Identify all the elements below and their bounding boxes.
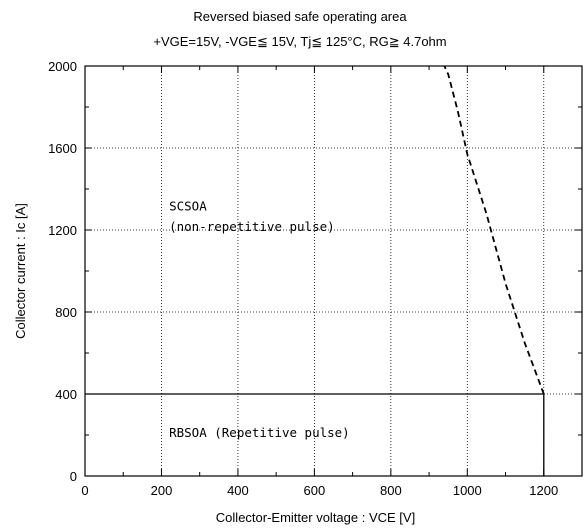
y-axis-label: Collector current : Ic [A]: [13, 203, 28, 339]
axis-ticks: 0 200 400 600 800 1000 1200 0 400 800 1200 1600 2000: [48, 59, 582, 498]
y-tick-label: 1600: [48, 141, 77, 156]
x-tick-label: 1000: [453, 483, 482, 498]
annotations: SCSOA (non-repetitive pulse) RBSOA (Repeti…: [169, 199, 350, 441]
x-tick-label: 1200: [529, 483, 558, 498]
x-tick-label: 200: [151, 483, 173, 498]
annotation-label: SCSOA: [169, 199, 207, 214]
y-tick-label: 2000: [48, 59, 77, 74]
annotation-label: (non-repetitive pulse): [169, 219, 335, 234]
plot-frame: [84, 65, 583, 477]
scsoa-boundary-line: [443, 65, 545, 395]
chart-title: Reversed biased safe operating area: [193, 9, 407, 24]
y-tick-label: 400: [55, 387, 77, 402]
y-tick-label: 800: [55, 305, 77, 320]
data-series: [85, 65, 545, 476]
annotation-label: RBSOA (Repetitive pulse): [169, 425, 350, 440]
x-tick-label: 800: [380, 483, 402, 498]
x-axis-label: Collector-Emitter voltage : VCE [V]: [216, 510, 415, 525]
y-tick-label: 0: [70, 469, 77, 484]
grid-lines: [85, 66, 582, 476]
x-tick-label: 0: [81, 483, 88, 498]
x-tick-label: 600: [304, 483, 326, 498]
x-tick-label: 400: [227, 483, 249, 498]
chart-subtitle: +VGE=15V, -VGE≦ 15V, Tj≦ 125°C, RG≧ 4.7o…: [153, 34, 446, 49]
y-tick-label: 1200: [48, 223, 77, 238]
